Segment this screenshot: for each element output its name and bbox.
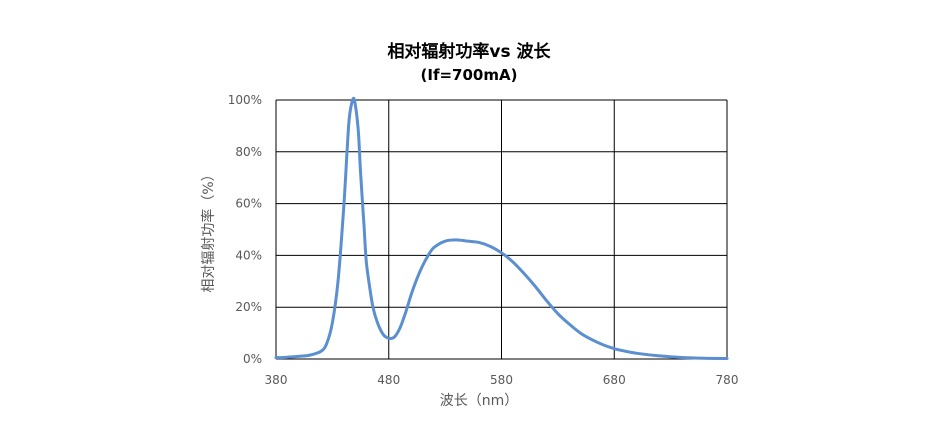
- data-point: [362, 223, 365, 226]
- x-tick-label: 480: [377, 373, 400, 387]
- data-point: [286, 356, 289, 359]
- y-tick-labels: 0% 20% 40% 60% 80% 100%: [228, 93, 262, 366]
- x-axis-title: 波长（nm）: [440, 393, 519, 409]
- data-point: [399, 326, 402, 329]
- chart-subtitle: (If=700mA): [421, 66, 518, 84]
- data-point: [579, 332, 582, 335]
- data-point: [353, 101, 356, 104]
- data-point: [534, 285, 537, 288]
- data-point: [477, 241, 480, 244]
- data-point: [382, 333, 385, 336]
- y-tick-label: 40%: [235, 248, 262, 262]
- data-point: [523, 272, 526, 275]
- data-point: [320, 350, 323, 353]
- x-tick-label: 580: [490, 373, 513, 387]
- data-point: [444, 240, 447, 243]
- data-point: [387, 337, 390, 340]
- data-point: [415, 277, 418, 280]
- data-point: [489, 245, 492, 248]
- data-point: [376, 321, 379, 324]
- y-tick-label: 80%: [235, 145, 262, 159]
- data-point: [568, 323, 571, 326]
- series-line: [274, 96, 729, 360]
- data-point: [455, 238, 458, 241]
- data-point: [421, 264, 424, 267]
- x-tick-label: 680: [603, 373, 626, 387]
- data-point: [427, 254, 430, 257]
- data-point: [658, 354, 661, 357]
- data-point: [680, 356, 683, 359]
- data-point: [368, 285, 371, 288]
- data-point: [500, 251, 503, 254]
- data-point: [351, 99, 354, 102]
- data-point: [359, 171, 362, 174]
- data-point: [556, 312, 559, 315]
- data-point: [601, 343, 604, 346]
- data-point: [613, 347, 616, 350]
- data-point: [337, 280, 340, 283]
- data-point: [511, 260, 514, 263]
- x-tick-labels: 380 480 580 680 780: [265, 373, 739, 387]
- data-point: [635, 352, 638, 355]
- y-tick-label: 60%: [235, 197, 262, 211]
- data-point: [404, 311, 407, 314]
- data-point: [393, 335, 396, 338]
- data-point: [308, 354, 311, 357]
- y-tick-label: 100%: [228, 93, 262, 107]
- data-point: [410, 293, 413, 296]
- data-point: [297, 355, 300, 358]
- y-tick-label: 0%: [243, 352, 262, 366]
- data-point: [365, 259, 368, 262]
- data-point: [590, 338, 593, 341]
- data-point: [726, 357, 729, 360]
- data-point: [342, 207, 345, 210]
- data-point: [275, 356, 278, 359]
- data-point: [371, 306, 374, 309]
- y-tick-label: 20%: [235, 300, 262, 314]
- data-point: [703, 357, 706, 360]
- data-point: [624, 350, 627, 353]
- y-axis-title: 相对辐射功率（%）: [200, 167, 217, 292]
- data-point: [331, 321, 334, 324]
- data-point: [432, 246, 435, 249]
- data-point: [346, 150, 349, 153]
- data-point: [325, 342, 328, 345]
- data-point: [545, 299, 548, 302]
- chart-title: 相对辐射功率vs 波长: [387, 41, 551, 62]
- x-tick-label: 380: [265, 373, 288, 387]
- data-point: [466, 240, 469, 243]
- x-tick-label: 780: [716, 373, 739, 387]
- data-point: [357, 130, 360, 133]
- data-point: [348, 117, 351, 120]
